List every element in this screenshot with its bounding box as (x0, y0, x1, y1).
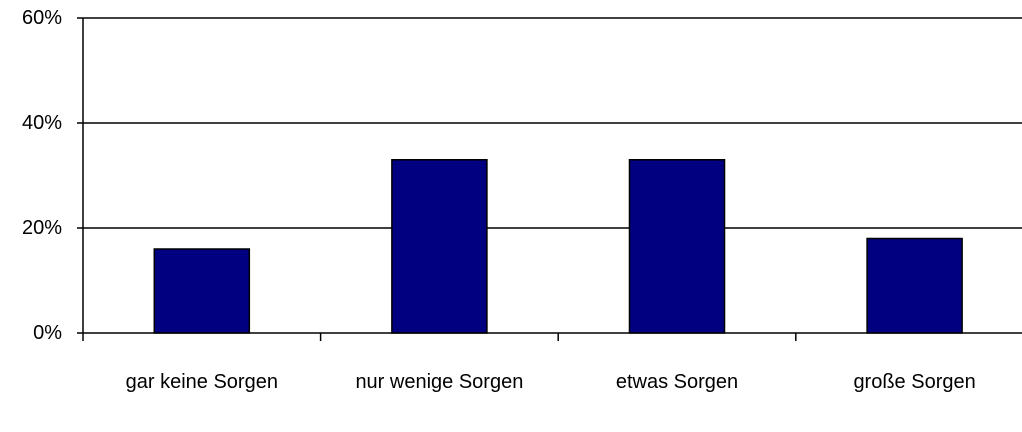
bar (153, 248, 251, 334)
y-tick-label: 20% (21, 217, 62, 239)
y-tick-label: 0% (33, 322, 62, 344)
y-tick-label: 40% (21, 112, 62, 134)
bar (391, 159, 488, 334)
x-tick-label: nur wenige Sorgen (355, 371, 524, 393)
x-tick-label: gar keine Sorgen (125, 371, 278, 393)
bar (628, 159, 726, 334)
x-tick-label: etwas Sorgen (615, 371, 739, 393)
x-tick-label: große Sorgen (853, 371, 976, 393)
y-tick-label: 60% (21, 7, 62, 29)
bar (866, 237, 963, 334)
